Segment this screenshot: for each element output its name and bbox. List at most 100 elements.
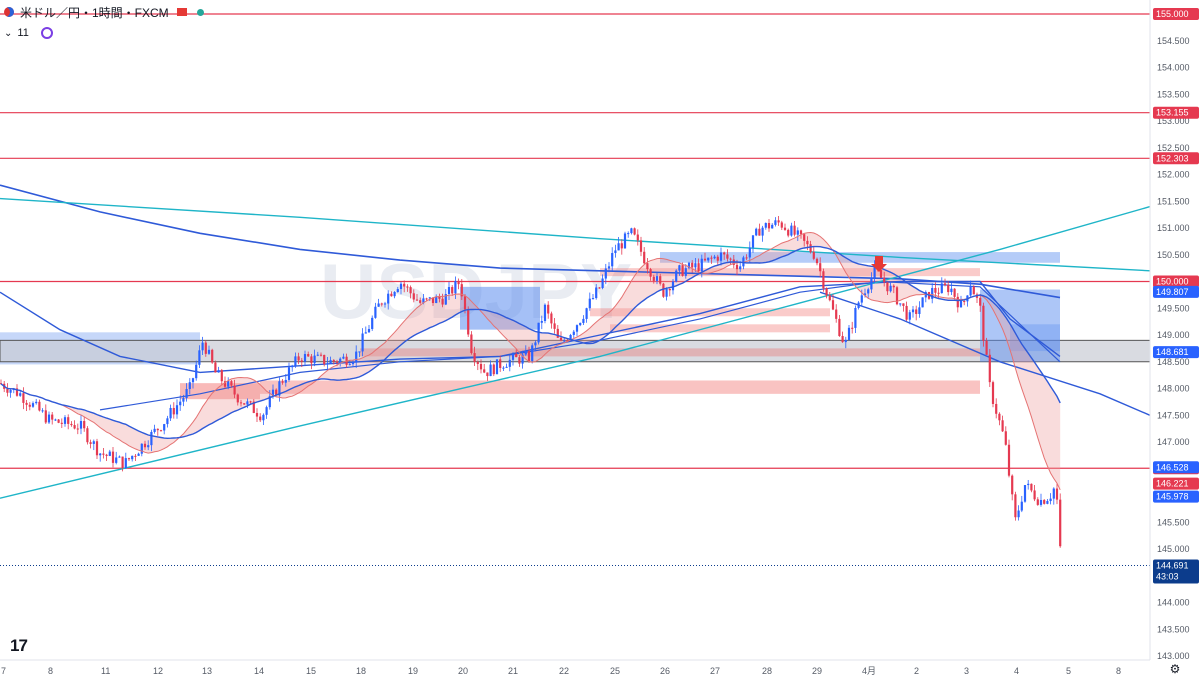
candle-body (601, 278, 604, 289)
candle-body (582, 318, 585, 323)
candle-body (399, 283, 403, 290)
candle-body (943, 283, 947, 285)
chevron-down-icon[interactable]: ⌄ (4, 27, 13, 39)
candle-body (1043, 500, 1046, 504)
candle-body (777, 220, 780, 223)
candle-body (870, 277, 873, 290)
candle-body (6, 388, 9, 393)
candle-body (201, 342, 204, 351)
candle-body (323, 354, 326, 365)
candle-body (998, 413, 1001, 421)
candle-body (668, 289, 671, 291)
candle-body (1020, 501, 1023, 511)
level-badge-bg (1153, 275, 1199, 288)
candle-body (726, 254, 729, 259)
trendline-down (819, 291, 1151, 416)
candle-body (1033, 490, 1036, 500)
zone-red (360, 348, 980, 357)
candle-body (63, 417, 67, 424)
candle-body (675, 270, 678, 282)
candle-body (137, 453, 140, 456)
candle-body (985, 340, 988, 355)
zone-red (180, 383, 260, 400)
candle-body (409, 287, 412, 294)
candle-body (396, 289, 399, 293)
current-price-badge-bg (1153, 559, 1199, 584)
candle-body (41, 410, 44, 412)
candle-body (22, 393, 25, 403)
y-tick-label: 147.000 (1157, 437, 1190, 447)
candle-body (809, 244, 812, 253)
candle-body (438, 296, 441, 299)
candle-body (1046, 501, 1049, 504)
candle-body (716, 256, 719, 261)
candle-body (195, 364, 198, 379)
candle-body (547, 304, 550, 314)
candle-body (723, 252, 726, 255)
candle-body (982, 305, 985, 341)
tradingview-logo-icon[interactable]: 17 (10, 636, 28, 655)
candle-body (863, 293, 867, 296)
flag-marker-icon[interactable] (176, 8, 187, 16)
candle-body (131, 455, 134, 460)
candle-body (44, 410, 47, 423)
candle-body (774, 220, 777, 225)
settings-gear-icon[interactable]: ⚙ (1169, 662, 1181, 676)
candle-body (169, 407, 172, 419)
candle-body (329, 360, 332, 364)
candle-body (361, 333, 364, 352)
candle-body (0, 383, 3, 385)
candle-body (495, 359, 499, 375)
candle-body (447, 287, 451, 295)
candle-body (319, 354, 323, 356)
x-tick-label: 29 (812, 666, 822, 676)
candle-body (1036, 499, 1039, 505)
candle-body (393, 292, 396, 297)
candle-body (633, 228, 636, 235)
candle-body (540, 321, 543, 323)
candle-body (822, 271, 825, 289)
candle-body (988, 354, 991, 383)
ma-40-line (0, 245, 1061, 440)
candle-body (700, 258, 703, 272)
candle-body (1004, 431, 1007, 445)
candle-body (76, 428, 79, 430)
candle-body (99, 453, 102, 456)
x-tick-label: 2 (914, 666, 919, 676)
candle-body (665, 289, 668, 297)
level-badge-bg (1153, 8, 1199, 20)
candle-body (854, 307, 857, 328)
candle-body (297, 356, 300, 361)
candle-body (163, 424, 166, 431)
candle-body (630, 228, 633, 234)
current-price-badge: 144.691 (1156, 561, 1189, 571)
candle-body (543, 304, 547, 322)
candle-body (230, 381, 233, 386)
candle-body (614, 250, 617, 254)
indicator-toggle[interactable]: ⌄ 11 (4, 24, 53, 42)
candle-body (838, 318, 841, 337)
candle-body (371, 317, 374, 329)
candle-body (1052, 488, 1055, 499)
candle-body (486, 372, 489, 377)
symbol-title[interactable]: 米ドル／円・1時間・FXCM (20, 5, 169, 20)
candle-body (108, 451, 111, 456)
candle-body (115, 457, 118, 463)
candle-body (515, 354, 518, 358)
x-tick-label: 8 (1116, 666, 1121, 676)
candle-body (47, 414, 51, 423)
candle-body (815, 258, 819, 264)
candle-body (358, 351, 361, 353)
candle-body (243, 403, 246, 405)
candle-body (719, 252, 723, 261)
y-tick-label: 153.000 (1157, 116, 1190, 126)
candle-body (153, 428, 156, 432)
level-badge: 152.303 (1156, 153, 1189, 163)
candle-body (617, 243, 620, 251)
candle-body (684, 268, 687, 276)
candle-body (156, 428, 159, 431)
zone-red (600, 268, 980, 277)
ma-ribbon (1, 232, 1061, 490)
candle-body (249, 401, 252, 403)
